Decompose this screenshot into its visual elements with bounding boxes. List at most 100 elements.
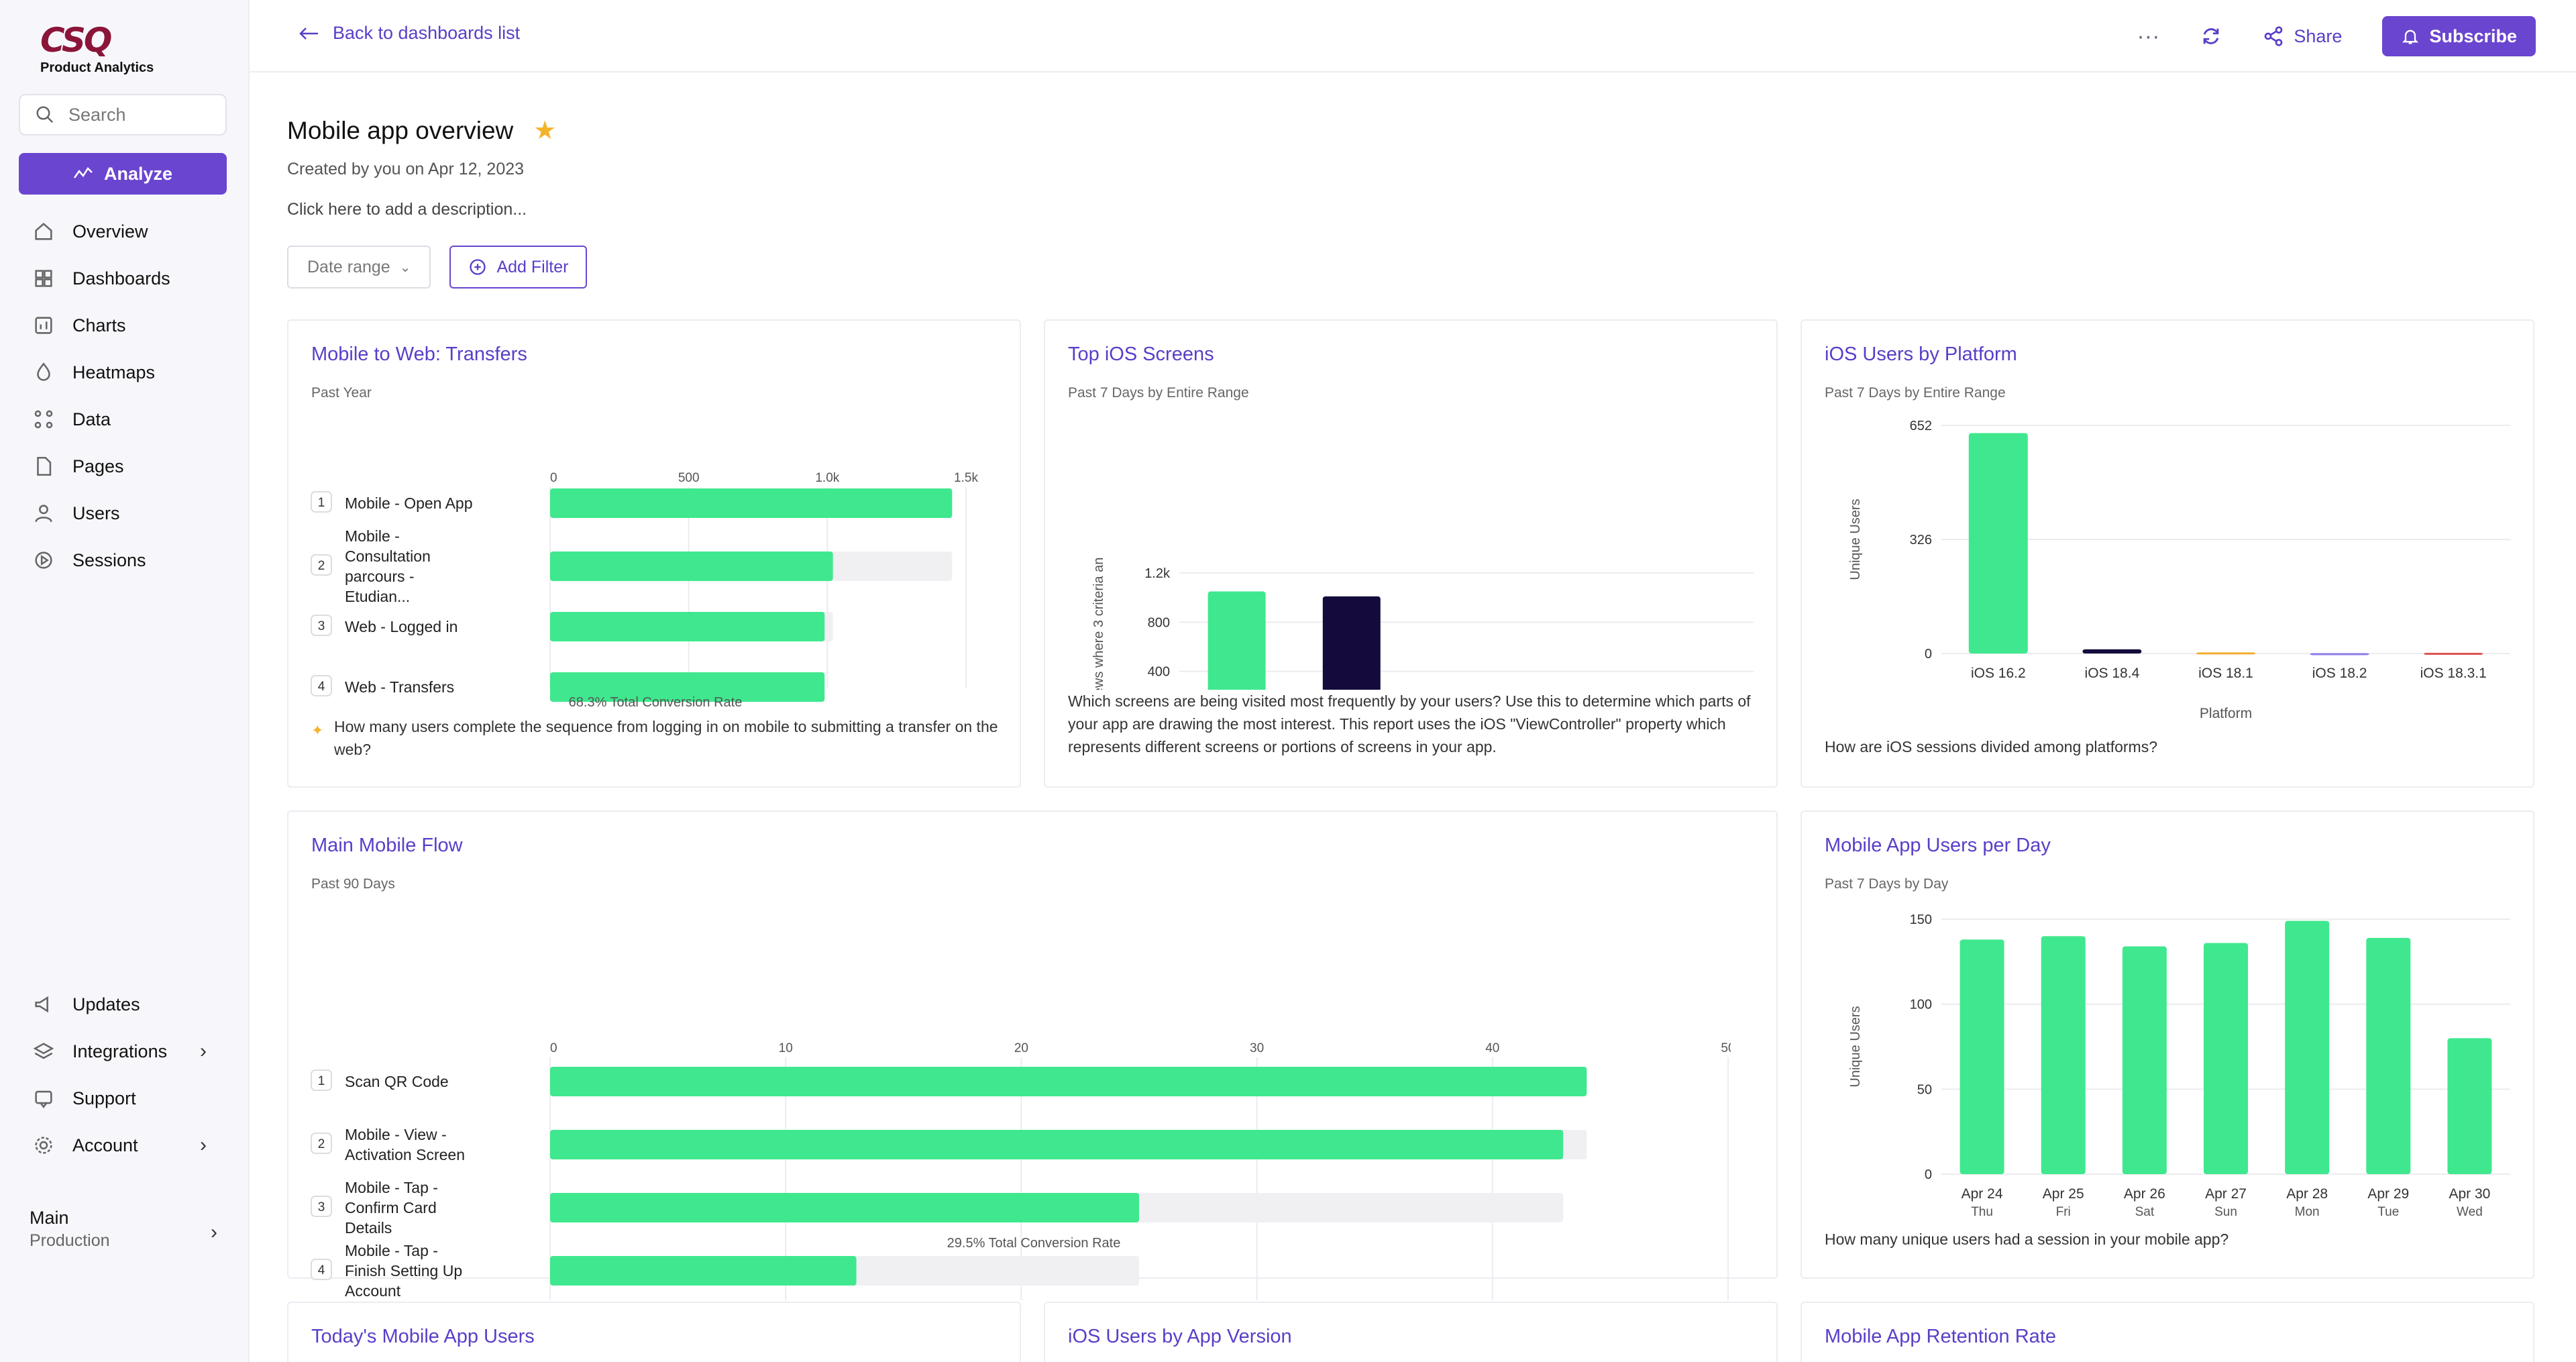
- step-number: 3: [318, 1200, 325, 1214]
- x-tick-label: Apr 25: [2043, 1186, 2084, 1202]
- x-tick-label: Apr 30: [2449, 1186, 2490, 1202]
- step-label: Mobile - Open App: [345, 494, 473, 512]
- x-tick-sublabel: Wed: [2457, 1205, 2483, 1219]
- sidebar-bottom-nav: Updates Integrations › Support Account ›: [19, 981, 233, 1169]
- filters-bar: Date range ⌄ Add Filter: [287, 246, 588, 289]
- card-question: Which screens are being visited most fre…: [1068, 692, 1751, 755]
- card-title[interactable]: Top iOS Screens: [1068, 344, 1214, 365]
- card-title[interactable]: Mobile App Users per Day: [1825, 835, 2051, 856]
- bar: [2424, 652, 2483, 655]
- refresh-icon[interactable]: [2200, 25, 2222, 48]
- sidebar-item-label: Heatmaps: [72, 362, 156, 382]
- sidebar-item-integrations[interactable]: Integrations ›: [19, 1028, 233, 1075]
- y-tick-label: 150: [1910, 912, 1932, 927]
- conversion-rate: 68.3% Total Conversion Rate: [568, 695, 743, 710]
- sidebar-item-data[interactable]: Data: [19, 396, 233, 443]
- more-options-icon[interactable]: ···: [2137, 23, 2160, 49]
- tick-label: 10: [779, 1041, 793, 1055]
- sidebar-item-charts[interactable]: Charts: [19, 302, 233, 349]
- bar: [2204, 943, 2248, 1174]
- y-tick-label: 50: [1917, 1082, 1932, 1097]
- card-title[interactable]: Main Mobile Flow: [311, 835, 463, 856]
- x-tick-label: Apr 28: [2286, 1186, 2328, 1202]
- step-label: Mobile - Tap -: [345, 1179, 438, 1196]
- logo[interactable]: CSQ Product Analytics: [40, 21, 154, 76]
- sidebar-item-users[interactable]: Users: [19, 490, 233, 537]
- add-filter-label: Add Filter: [496, 257, 569, 276]
- step-label: Consultation: [345, 547, 431, 565]
- sidebar-item-label: Account: [72, 1135, 138, 1155]
- funnel-bar: [550, 1130, 1564, 1159]
- data-icon: [34, 410, 53, 429]
- sidebar-item-sessions[interactable]: Sessions: [19, 537, 233, 584]
- sidebar-item-heatmaps[interactable]: Heatmaps: [19, 349, 233, 396]
- share-button[interactable]: Share: [2263, 25, 2342, 47]
- sidebar-item-dashboards[interactable]: Dashboards: [19, 255, 233, 302]
- main-content: Back to dashboards list ··· Share Subscr…: [250, 0, 2576, 1362]
- sidebar-item-account[interactable]: Account ›: [19, 1122, 233, 1169]
- sidebar-item-updates[interactable]: Updates: [19, 981, 233, 1028]
- step-label: Finish Setting Up: [345, 1262, 462, 1279]
- description-placeholder[interactable]: Click here to add a description...: [287, 200, 527, 219]
- star-icon[interactable]: ★: [533, 117, 557, 145]
- back-link[interactable]: Back to dashboards list: [298, 23, 520, 44]
- card-users-per-day: Mobile App Users per Day Past 7 Days by …: [1801, 810, 2534, 1279]
- bar: [2041, 936, 2086, 1174]
- search-input[interactable]: Search: [19, 94, 227, 136]
- x-tick-label: iOS 18.1: [2198, 666, 2253, 681]
- topbar: Back to dashboards list ··· Share Subscr…: [250, 0, 2576, 72]
- plus-circle-icon: [470, 259, 486, 275]
- x-tick-label: iOS 18.4: [2085, 666, 2140, 681]
- analyze-button[interactable]: Analyze: [19, 153, 227, 195]
- sidebar-item-pages[interactable]: Pages: [19, 443, 233, 490]
- x-tick-label: Apr 27: [2205, 1186, 2247, 1202]
- card-ios-app-version: iOS Users by App Version: [1044, 1302, 1778, 1362]
- bar: [1322, 596, 1381, 690]
- card-subtitle: Past Year: [311, 385, 372, 401]
- funnel-chart: 0 500 1.0k 1.5k 1 Mobile - Open App 2 Mobile - C…: [311, 471, 978, 702]
- step-number-box: [311, 554, 332, 576]
- chevron-down-icon: ⌄: [399, 260, 411, 275]
- subscribe-label: Subscribe: [2429, 25, 2517, 46]
- y-axis-label: Unique Users: [1848, 499, 1863, 580]
- sparkle-icon: ✦: [311, 722, 324, 739]
- sidebar-nav: Overview Dashboards Charts Heatmaps Data…: [19, 208, 233, 584]
- step-number: 2: [318, 1137, 325, 1151]
- card-title[interactable]: Mobile to Web: Transfers: [311, 344, 527, 365]
- y-tick-label: 800: [1148, 615, 1170, 630]
- bar: [1960, 939, 2004, 1174]
- step-number-box: [311, 1133, 332, 1154]
- step-number-box: [311, 615, 332, 636]
- bar: [2447, 1038, 2492, 1174]
- x-tick-sublabel: Sat: [2135, 1205, 2155, 1219]
- card-title[interactable]: iOS Users by Platform: [1825, 344, 2017, 365]
- card-title[interactable]: Today's Mobile App Users: [311, 1326, 535, 1347]
- card-main-mobile-flow: Main Mobile Flow Past 90 Days 0 10 20 30 40 5…: [287, 810, 1778, 1300]
- card-title[interactable]: iOS Users by App Version: [1068, 1326, 1292, 1347]
- environment-switcher[interactable]: Main Production ›: [30, 1208, 217, 1251]
- bar-chart: 0 50 100 150 Apr 24 Thu Apr 25 Fri Apr 26 Sat Apr …: [1848, 912, 2510, 1219]
- sidebar-item-label: Dashboards: [72, 268, 170, 289]
- chevron-right-icon: ›: [200, 1134, 207, 1156]
- environment-name: Main: [30, 1208, 69, 1228]
- page-title[interactable]: Mobile app overview: [287, 116, 514, 144]
- step-number: 2: [318, 559, 325, 573]
- add-filter-button[interactable]: Add Filter: [449, 246, 588, 289]
- x-tick-sublabel: Sun: [2214, 1205, 2237, 1219]
- sidebar-item-label: Pages: [72, 456, 124, 476]
- card-title[interactable]: Mobile App Retention Rate: [1825, 1326, 2056, 1347]
- y-tick-label: 0: [1925, 1167, 1932, 1182]
- sidebar-item-label: Charts: [72, 315, 126, 335]
- date-range-dropdown[interactable]: Date range ⌄: [287, 246, 431, 289]
- sidebar-item-support[interactable]: Support: [19, 1075, 233, 1122]
- tick-label: 20: [1014, 1041, 1028, 1055]
- x-tick-label: iOS 16.2: [1971, 666, 2026, 681]
- sidebar-item-label: Support: [72, 1088, 136, 1108]
- bar: [2285, 921, 2330, 1174]
- subscribe-button[interactable]: Subscribe: [2382, 16, 2536, 56]
- bar: [2310, 653, 2369, 656]
- y-tick-label: 1.2k: [1144, 566, 1171, 581]
- tick-label: 50: [1721, 1041, 1731, 1055]
- card-subtitle: Past 7 Days by Day: [1825, 876, 1949, 892]
- sidebar-item-overview[interactable]: Overview: [19, 208, 233, 255]
